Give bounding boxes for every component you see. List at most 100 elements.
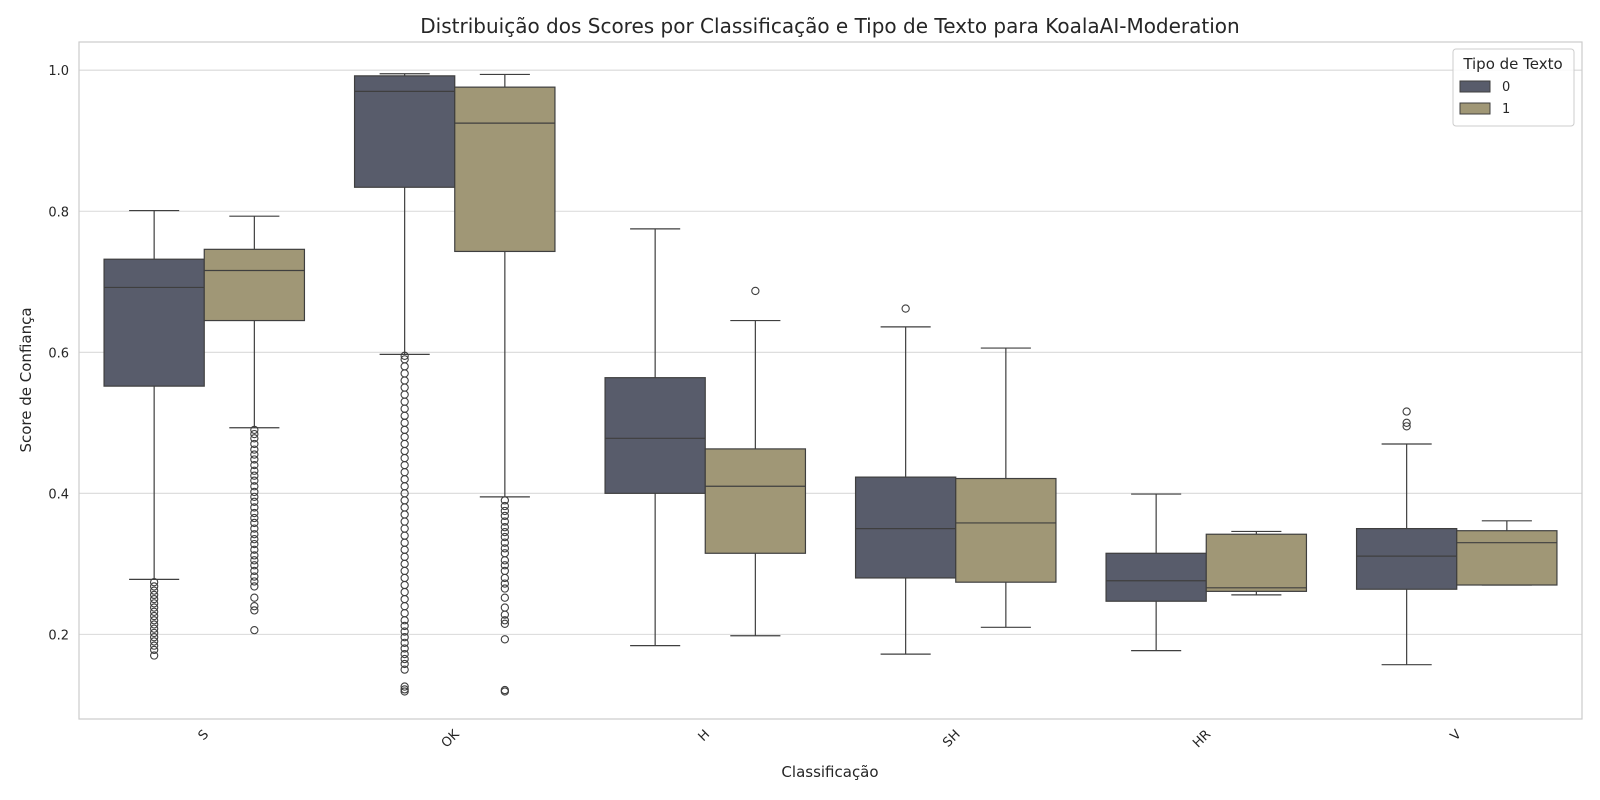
outlier-point [500,527,509,537]
legend: Tipo de Texto 01 [1452,48,1575,127]
outlier-point [500,511,509,521]
outlier-point [149,582,159,591]
box-iqr [1456,530,1558,586]
y-tick-label: 0.4 [48,487,69,502]
outlier-point [250,577,259,586]
outlier-point [400,418,409,427]
outlier-point [400,432,409,442]
x-tick-label: HR [1190,727,1214,751]
outlier-point [400,633,409,642]
box-SH-0 [854,304,957,655]
y-axis-label: Score de Confiança [17,307,35,452]
box-iqr [955,477,1057,583]
outlier-point [400,654,409,664]
box-OK-0 [353,73,456,696]
y-tick-label: 0.8 [48,205,69,220]
outlier-point [400,482,409,491]
legend-label: 0 [1502,80,1510,95]
box-iqr [1205,533,1308,592]
outlier-point [250,503,259,512]
x-tick-label: V [1448,727,1465,744]
outlier-point [250,434,259,443]
outlier-point [250,445,259,454]
outlier-point [250,460,259,470]
box-S-1 [203,215,306,635]
outlier-point [1402,422,1411,431]
outlier-point [400,404,409,413]
outlier-point [500,603,509,612]
outlier-point [400,566,409,576]
outlier-point [250,535,259,544]
outlier-point [400,594,409,604]
outlier-point [400,369,409,378]
outlier-point [400,644,409,653]
outlier-point [149,637,159,646]
outlier-point [400,510,409,519]
outlier-point [500,593,509,602]
outlier-point [400,602,409,611]
outlier-point [400,355,409,364]
outlier-point [250,508,259,518]
box-iqr [454,86,556,253]
box-iqr [353,75,456,188]
outlier-point [149,607,159,616]
outlier-point [250,593,259,602]
outlier-point [250,556,259,565]
chart-title: Distribuição dos Scores por Classificaçã… [420,14,1239,38]
outlier-point [400,503,409,512]
outlier-point [500,501,509,511]
outlier-point [400,638,409,647]
outlier-point [500,561,509,570]
outlier-point [400,397,409,406]
outlier-point [149,586,159,595]
outlier-point [149,616,159,625]
y-axis-ticks: 0.2 0.4 0.6 0.8 1.0 [48,64,69,643]
outlier-point [400,621,409,631]
outlier-point [400,425,409,435]
outlier-point [901,304,910,313]
outlier-point [250,539,259,549]
outlier-point [400,383,409,392]
y-tick-label: 0.2 [48,628,69,643]
outlier-point [250,606,259,615]
outlier-point [149,645,159,655]
outlier-point [400,685,409,694]
legend-title: Tipo de Texto [1462,55,1562,73]
legend-swatch-1 [1459,102,1491,115]
outlier-point [400,446,409,456]
box-iqr [1355,527,1458,590]
outlier-point [149,641,159,650]
y-tick-label: 1.0 [48,64,69,79]
box-S-0 [103,209,205,660]
outlier-point [149,620,159,629]
box-OK-1 [454,73,556,696]
box-SH-1 [955,347,1057,628]
outlier-point [500,566,509,576]
outlier-point [400,453,409,463]
outlier-point [149,590,159,600]
outlier-point [149,603,159,612]
outlier-point [250,487,259,497]
outlier-point [149,624,159,633]
outlier-point [400,362,409,371]
outlier-point [500,523,509,532]
outlier-point [149,578,159,587]
outlier-point [250,524,259,533]
outlier-point [149,651,159,660]
outlier-point [400,531,409,540]
outlier-point [400,627,409,636]
outlier-point [149,633,159,642]
box-iqr [704,448,807,554]
outlier-point [400,649,409,659]
x-tick-label: SH [940,727,963,750]
box-iqr [854,476,957,579]
outlier-point [250,518,259,528]
outlier-point [149,628,159,638]
outlier-point [250,513,259,523]
outlier-point [250,602,259,611]
outlier-point [400,411,409,420]
outlier-point [250,476,259,485]
outlier-point [751,286,760,296]
box-iqr [604,377,706,494]
